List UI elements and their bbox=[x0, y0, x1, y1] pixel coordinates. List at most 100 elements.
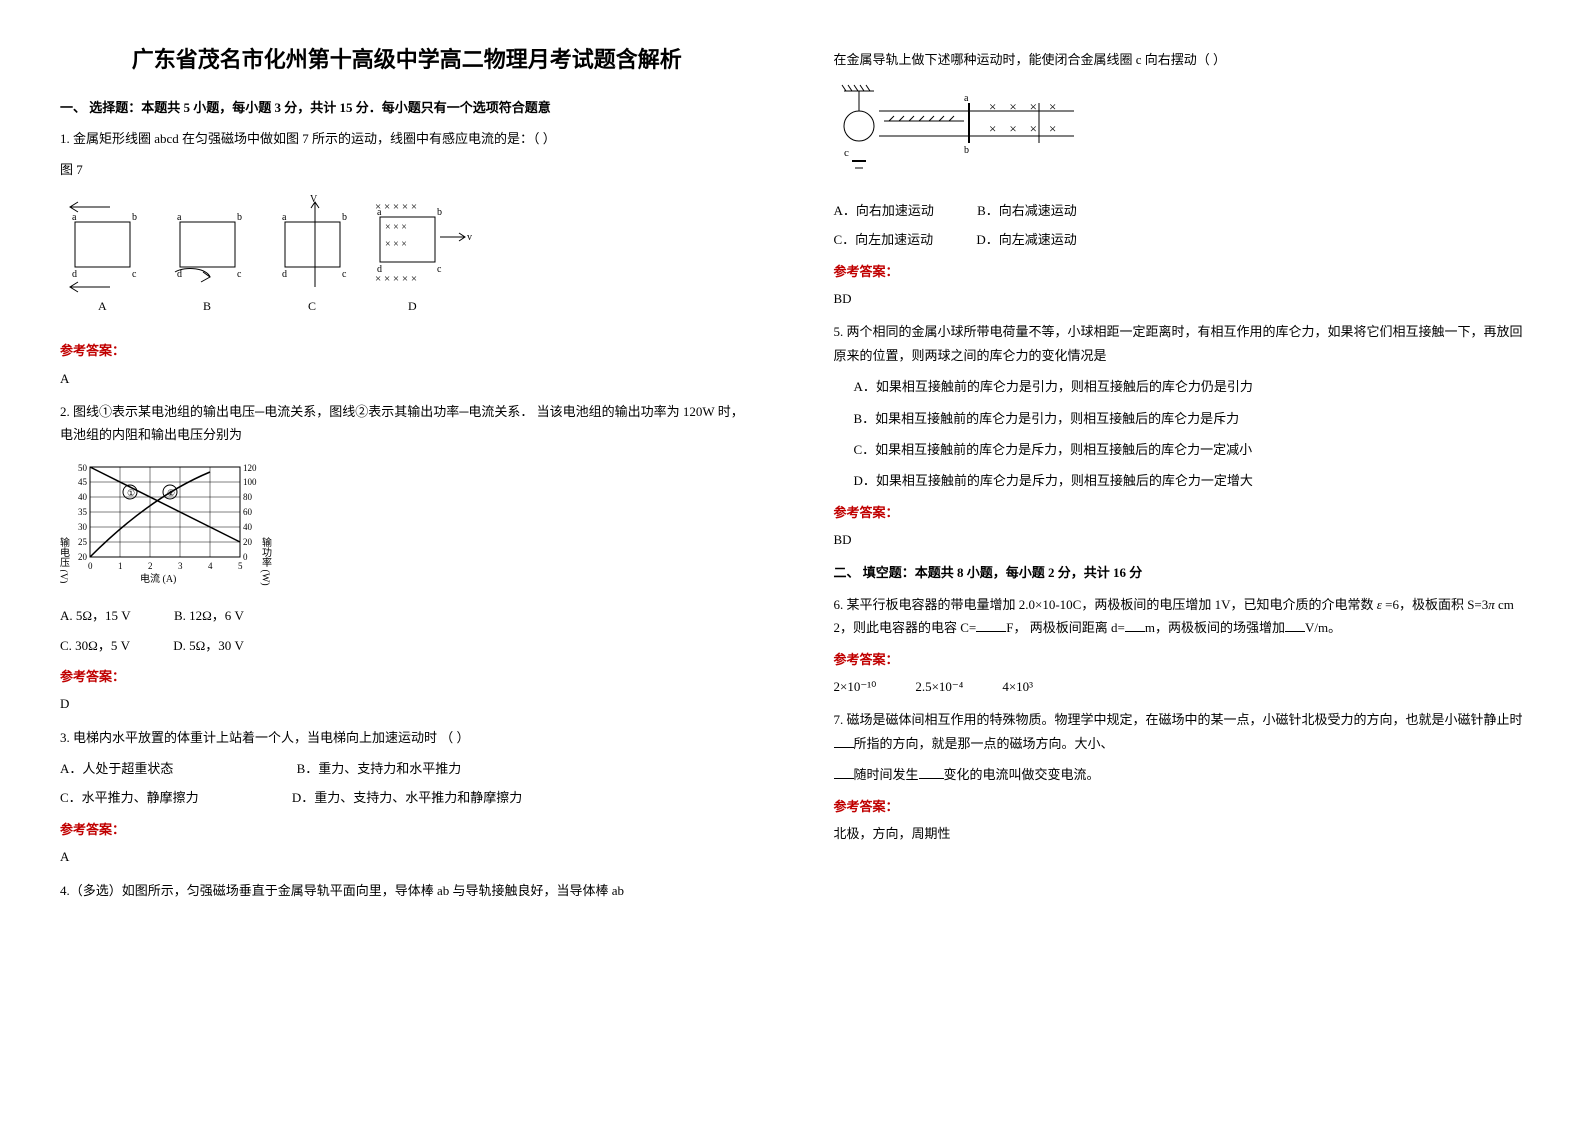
svg-text:a: a bbox=[177, 212, 182, 223]
svg-text:60: 60 bbox=[243, 507, 253, 517]
svg-text:b: b bbox=[132, 212, 137, 223]
q4-opt-d: D．向左减速运动 bbox=[976, 228, 1076, 251]
q2-answer: D bbox=[60, 692, 754, 715]
svg-text:100: 100 bbox=[243, 477, 257, 487]
question-7: 7. 磁场是磁体间相互作用的特殊物质。物理学中规定，在磁场中的某一点，小磁针北极… bbox=[834, 708, 1528, 755]
svg-text:25: 25 bbox=[78, 537, 88, 547]
svg-text:c: c bbox=[237, 269, 242, 280]
svg-text:× × ×: × × × bbox=[385, 239, 407, 250]
q5-opt-a: A．如果相互接触前的库仑力是引力，则相互接触后的库仑力仍是引力 bbox=[854, 375, 1528, 398]
q5-answer-label: 参考答案： bbox=[834, 501, 1528, 524]
q3-opt-b: B．重力、支持力和水平推力 bbox=[297, 757, 462, 780]
svg-text:②: ② bbox=[167, 488, 175, 498]
svg-text:× × ×: × × × bbox=[989, 121, 1037, 136]
q1-answer: A bbox=[60, 367, 754, 390]
svg-text:v: v bbox=[467, 232, 472, 243]
svg-text:× × ×: × × × bbox=[385, 222, 407, 233]
q3-answer-label: 参考答案： bbox=[60, 818, 754, 841]
q3-answer: A bbox=[60, 845, 754, 868]
svg-text:D: D bbox=[408, 299, 417, 313]
svg-text:a: a bbox=[377, 207, 382, 218]
svg-text:输功率 (W): 输功率 (W) bbox=[260, 536, 272, 586]
question-3-text: 3. 电梯内水平放置的体重计上站着一个人，当电梯向上加速运动时 （ ） bbox=[60, 726, 754, 749]
q2-answer-label: 参考答案： bbox=[60, 665, 754, 688]
q4-answer-label: 参考答案： bbox=[834, 260, 1528, 283]
svg-text:×: × bbox=[1049, 121, 1056, 136]
q2-opt-a: A. 5Ω，15 V bbox=[60, 604, 131, 627]
svg-text:50: 50 bbox=[78, 463, 88, 473]
svg-text:C: C bbox=[308, 299, 316, 313]
svg-text:20: 20 bbox=[243, 537, 253, 547]
svg-text:120: 120 bbox=[243, 463, 257, 473]
svg-text:80: 80 bbox=[243, 492, 253, 502]
question-2-text: 2. 图线①表示某电池组的输出电压─电流关系，图线②表示其输出功率─电流关系． … bbox=[60, 400, 754, 447]
svg-text:4: 4 bbox=[208, 561, 213, 571]
q2-opt-c: C. 30Ω，5 V bbox=[60, 634, 130, 657]
q2-opt-d: D. 5Ω，30 V bbox=[173, 634, 244, 657]
svg-text:a: a bbox=[964, 93, 969, 104]
svg-text:b: b bbox=[237, 212, 242, 223]
svg-text:b: b bbox=[964, 145, 969, 156]
svg-text:30: 30 bbox=[78, 522, 88, 532]
q2-chart: ① ② 20 25 30 35 40 45 50 0 20 40 60 80 1… bbox=[60, 457, 754, 594]
svg-text:5: 5 bbox=[238, 561, 243, 571]
svg-text:c: c bbox=[132, 269, 137, 280]
q4-answer: BD bbox=[834, 287, 1528, 310]
question-5-text: 5. 两个相同的金属小球所带电荷量不等，小球相距一定距离时，有相互作用的库仑力，… bbox=[834, 320, 1528, 367]
q2-opt-b: B. 12Ω，6 V bbox=[174, 604, 244, 627]
svg-text:d: d bbox=[72, 269, 77, 280]
svg-text:0: 0 bbox=[88, 561, 93, 571]
q4-diagram: c a bbox=[834, 81, 1528, 188]
svg-text:× × ×: × × × bbox=[989, 99, 1037, 114]
svg-text:c: c bbox=[844, 147, 849, 159]
question-6: 6. 某平行板电容器的带电量增加 2.0×10-10C，两极板间的电压增加 1V… bbox=[834, 593, 1528, 640]
svg-text:× × × × ×: × × × × × bbox=[375, 273, 417, 285]
svg-text:45: 45 bbox=[78, 477, 88, 487]
q6-answer-label: 参考答案： bbox=[834, 648, 1528, 671]
q5-answer: BD bbox=[834, 528, 1528, 551]
svg-text:35: 35 bbox=[78, 507, 88, 517]
svg-text:a: a bbox=[72, 212, 77, 223]
svg-text:a: a bbox=[282, 212, 287, 223]
svg-text:电流 (A): 电流 (A) bbox=[140, 572, 176, 585]
q4-opt-a: A．向右加速运动 bbox=[834, 199, 934, 222]
question-7-line2: 随时间发生变化的电流叫做交变电流。 bbox=[834, 763, 1528, 786]
q3-opt-d: D．重力、支持力、水平推力和静摩擦力 bbox=[292, 786, 522, 809]
svg-text:1: 1 bbox=[118, 561, 123, 571]
svg-text:c: c bbox=[342, 269, 347, 280]
svg-text:20: 20 bbox=[78, 552, 88, 562]
svg-text:2: 2 bbox=[148, 561, 153, 571]
section-1-header: 一、 选择题：本题共 5 小题，每小题 3 分，共计 15 分．每小题只有一个选… bbox=[60, 96, 754, 119]
svg-text:c: c bbox=[437, 264, 442, 275]
svg-text:B: B bbox=[203, 299, 211, 313]
figure-7-diagram: a b d c A a b d c B bbox=[60, 192, 754, 329]
question-4-text: 4.（多选）如图所示，匀强磁场垂直于金属导轨平面向里，导体棒 ab 与导轨接触良… bbox=[60, 879, 754, 902]
svg-text:b: b bbox=[437, 207, 442, 218]
svg-text:A: A bbox=[98, 299, 107, 313]
q6-answer: 2×10⁻¹⁰ 2.5×10⁻⁴ 4×10³ bbox=[834, 675, 1528, 698]
q7-answer-label: 参考答案： bbox=[834, 795, 1528, 818]
q5-opt-b: B．如果相互接触前的库仑力是引力，则相互接触后的库仑力是斥力 bbox=[854, 407, 1528, 430]
figure-7-label: 图 7 bbox=[60, 158, 754, 181]
q4-opt-c: C．向左加速运动 bbox=[834, 228, 934, 251]
section-2-header: 二、 填空题：本题共 8 小题，每小题 2 分，共计 16 分 bbox=[834, 561, 1528, 584]
question-4-cont: 在金属导轨上做下述哪种运动时，能使闭合金属线圈 c 向右摆动（ ） bbox=[834, 48, 1528, 71]
q5-opt-d: D．如果相互接触前的库仑力是斥力，则相互接触后的库仑力一定增大 bbox=[854, 469, 1528, 492]
svg-text:40: 40 bbox=[78, 492, 88, 502]
svg-text:d: d bbox=[282, 269, 287, 280]
svg-text:输电压 (V): 输电压 (V) bbox=[60, 536, 70, 584]
svg-text:b: b bbox=[342, 212, 347, 223]
svg-text:0: 0 bbox=[243, 552, 248, 562]
q3-opt-a: A．人处于超重状态 bbox=[60, 757, 173, 780]
q5-opt-c: C．如果相互接触前的库仑力是斥力，则相互接触后的库仑力一定减小 bbox=[854, 438, 1528, 461]
question-1-text: 1. 金属矩形线圈 abcd 在匀强磁场中做如图 7 所示的运动，线圈中有感应电… bbox=[60, 127, 754, 150]
svg-text:3: 3 bbox=[178, 561, 183, 571]
page-title: 广东省茂名市化州第十高级中学高二物理月考试题含解析 bbox=[60, 40, 754, 80]
svg-text:①: ① bbox=[127, 488, 135, 498]
q1-answer-label: 参考答案： bbox=[60, 339, 754, 362]
svg-text:×: × bbox=[1049, 99, 1056, 114]
q4-opt-b: B．向右减速运动 bbox=[977, 199, 1077, 222]
q3-opt-c: C．水平推力、静摩擦力 bbox=[60, 786, 199, 809]
q7-answer: 北极，方向，周期性 bbox=[834, 822, 1528, 845]
svg-text:40: 40 bbox=[243, 522, 253, 532]
